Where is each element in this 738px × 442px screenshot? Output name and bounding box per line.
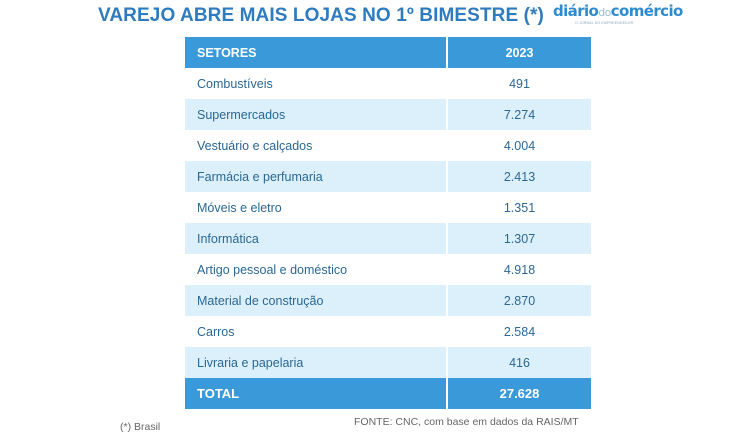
sector-name: Vestuário e calçados [185, 130, 447, 161]
table-header-row: SETORES 2023 [185, 37, 591, 68]
table-row: Material de construção 2.870 [185, 285, 591, 316]
sector-value: 416 [446, 347, 591, 378]
table-row: Móveis e eletro 1.351 [185, 192, 591, 223]
table-row: Livraria e papelaria 416 [185, 347, 591, 378]
sector-value: 2.584 [446, 316, 591, 347]
table-row: Vestuário e calçados 4.004 [185, 130, 591, 161]
diario-do-comercio-logo: diáriodocomércio O JORNAL DO EMPREENDEDO… [553, 2, 683, 26]
sector-value: 2.870 [446, 285, 591, 316]
sector-name: Combustíveis [185, 68, 447, 99]
sector-value: 7.274 [446, 99, 591, 130]
table-total-row: TOTAL 27.628 [185, 378, 591, 409]
table-row: Informática 1.307 [185, 223, 591, 254]
sector-name: Artigo pessoal e doméstico [185, 254, 447, 285]
chart-title: VAREJO ABRE MAIS LOJAS NO 1º BIMESTRE (*… [98, 5, 544, 26]
source-note: FONTE: CNC, com base em dados da RAIS/MT [354, 416, 579, 428]
sector-value: 4.004 [446, 130, 591, 161]
sector-name: Supermercados [185, 99, 447, 130]
total-label: TOTAL [185, 378, 447, 409]
column-header-year: 2023 [446, 37, 591, 68]
column-header-sectors: SETORES [185, 37, 447, 68]
sector-name: Material de construção [185, 285, 447, 316]
sector-value: 4.918 [446, 254, 591, 285]
logo-word-comercio: comércio [610, 2, 684, 20]
table-row: Combustíveis 491 [185, 68, 591, 99]
sectors-table: SETORES 2023 Combustíveis 491 Supermercado… [185, 37, 591, 409]
table-row: Carros 2.584 [185, 316, 591, 347]
sector-name: Móveis e eletro [185, 192, 447, 223]
sector-name: Livraria e papelaria [185, 347, 447, 378]
sector-value: 1.351 [446, 192, 591, 223]
sector-value: 1.307 [446, 223, 591, 254]
sector-name: Informática [185, 223, 447, 254]
table-row: Artigo pessoal e doméstico 4.918 [185, 254, 591, 285]
logo-word-do: do [598, 6, 611, 19]
sector-name: Farmácia e perfumaria [185, 161, 447, 192]
sector-value: 491 [446, 68, 591, 99]
table-body: Combustíveis 491 Supermercados 7.274 Vestuár… [185, 68, 591, 378]
total-value: 27.628 [446, 378, 591, 409]
sector-name: Carros [185, 316, 447, 347]
logo-tagline: O JORNAL DO EMPREENDEDOR [575, 21, 634, 25]
sector-value: 2.413 [446, 161, 591, 192]
table-row: Farmácia e perfumaria 2.413 [185, 161, 591, 192]
logo-word-diario: diário [553, 2, 599, 20]
footnote: (*) Brasil [120, 421, 161, 433]
table-row: Supermercados 7.274 [185, 99, 591, 130]
